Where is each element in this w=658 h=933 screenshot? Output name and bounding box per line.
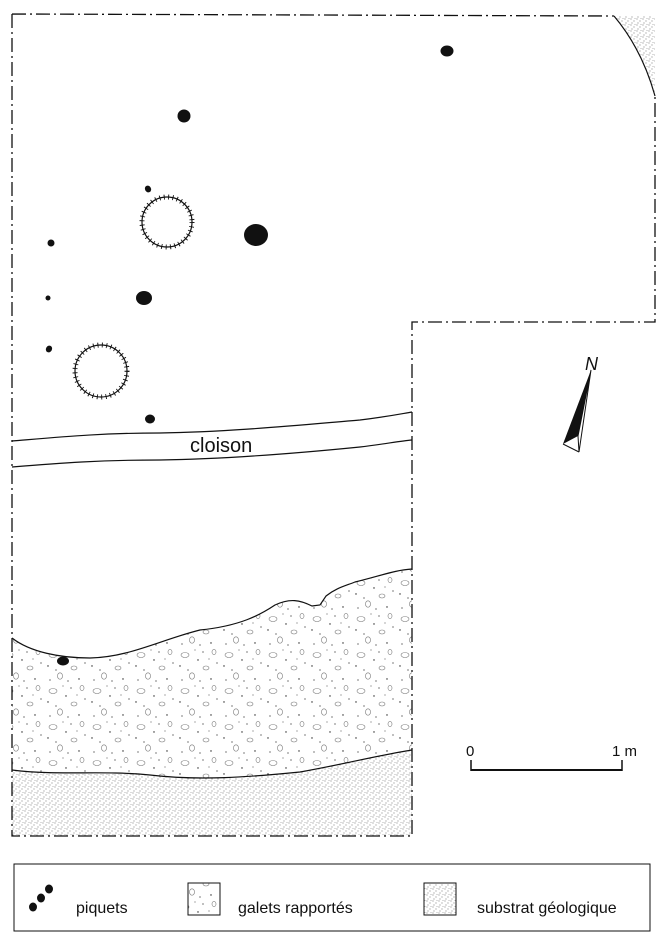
legend-label-piquets: piquets xyxy=(76,900,128,917)
legend-item-substrat: substrat géologique xyxy=(423,882,617,917)
legend-label-substrat: substrat géologique xyxy=(477,900,617,917)
post-hole xyxy=(45,295,51,301)
post-hole xyxy=(440,45,454,57)
galets-swatch xyxy=(187,882,221,916)
post-hole xyxy=(45,345,53,353)
substrat-zone xyxy=(12,750,412,836)
pit-upper xyxy=(139,194,195,250)
corner-substrat xyxy=(614,16,655,96)
legend: piquets galets rapportés substrat géolog… xyxy=(13,863,651,932)
substrat-boundary xyxy=(11,749,413,779)
cloison-wall-top xyxy=(11,411,413,442)
scale-end-label: 1 m xyxy=(612,743,637,760)
post-hole xyxy=(145,414,155,424)
excavation-boundary xyxy=(11,13,656,837)
north-label: N xyxy=(585,354,599,374)
post-hole xyxy=(177,109,191,123)
cloison-label: cloison xyxy=(190,435,252,457)
legend-item-galets: galets rapportés xyxy=(187,882,353,917)
substrat-swatch xyxy=(423,882,457,916)
post-hole xyxy=(144,185,152,193)
post-hole xyxy=(47,239,55,247)
post-hole xyxy=(244,224,268,246)
piquets-swatch xyxy=(29,884,53,912)
cloison-wall-bottom xyxy=(11,439,413,468)
scale-start-label: 0 xyxy=(466,743,474,760)
scale-bar: 0 1 m xyxy=(466,743,637,771)
corner-boundary xyxy=(613,15,656,97)
post-hole xyxy=(136,291,152,305)
legend-label-galets: galets rapportés xyxy=(238,900,353,917)
north-arrow: N xyxy=(562,354,599,453)
legend-item-piquets: piquets xyxy=(29,884,128,917)
galets-boundary xyxy=(11,568,413,659)
post-hole xyxy=(57,656,69,666)
pit-lower xyxy=(72,342,130,400)
galets-zone xyxy=(12,569,412,779)
